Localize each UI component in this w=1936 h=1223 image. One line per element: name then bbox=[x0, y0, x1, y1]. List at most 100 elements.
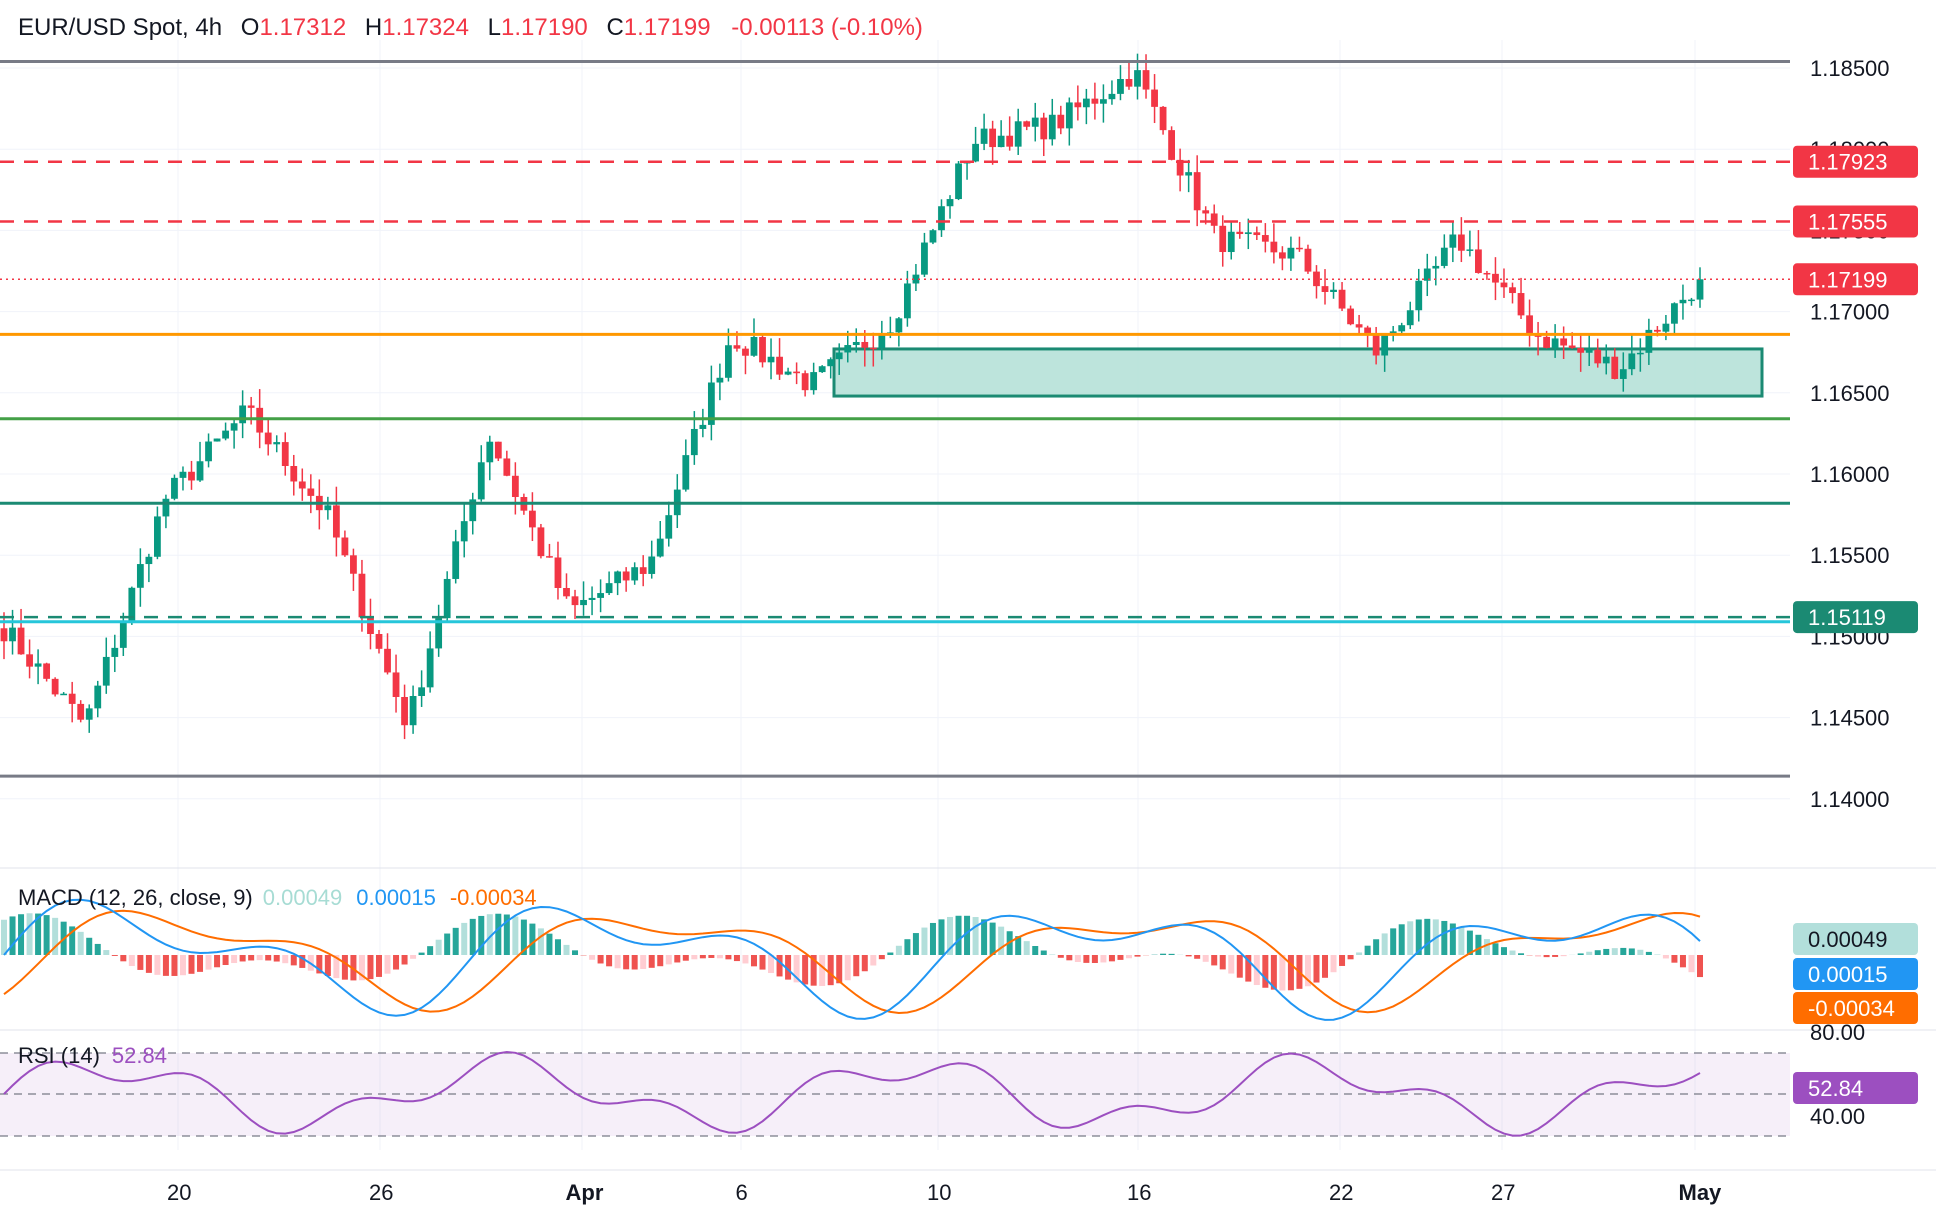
candle-body bbox=[1680, 300, 1687, 303]
candle-body bbox=[1270, 242, 1277, 253]
candle-body bbox=[938, 206, 945, 230]
candle-body bbox=[768, 357, 775, 363]
candle-body bbox=[1458, 235, 1465, 251]
macd-hist-bar bbox=[870, 955, 876, 965]
macd-line-value: 0.00015 bbox=[356, 885, 436, 910]
x-tick-label: Apr bbox=[566, 1180, 604, 1205]
candle-body bbox=[1347, 309, 1354, 325]
candle-body bbox=[86, 708, 93, 719]
x-tick-label: 27 bbox=[1491, 1180, 1515, 1205]
macd-hist-bar bbox=[163, 955, 169, 976]
x-tick-label: 22 bbox=[1329, 1180, 1353, 1205]
candle-body bbox=[989, 129, 996, 147]
macd-hist-bar bbox=[649, 955, 655, 968]
candle-body bbox=[751, 337, 758, 356]
macd-hist-bar bbox=[1595, 950, 1601, 955]
candle-body bbox=[1049, 115, 1056, 140]
candle-body bbox=[452, 541, 459, 579]
macd-tag-hist: 0.00049 bbox=[1808, 927, 1888, 952]
candle-body bbox=[77, 704, 84, 720]
candle-body bbox=[188, 472, 195, 481]
candle-body bbox=[810, 372, 817, 390]
macd-hist-bar bbox=[436, 940, 442, 955]
macd-hist-bar bbox=[1066, 955, 1072, 960]
macd-hist-bar bbox=[529, 924, 535, 955]
candle-body bbox=[154, 516, 161, 556]
macd-hist-bar bbox=[1535, 955, 1541, 957]
macd-hist-bar bbox=[896, 946, 902, 955]
macd-hist-bar bbox=[10, 916, 16, 955]
candle-body bbox=[1168, 130, 1175, 160]
macd-hist-bar bbox=[973, 917, 979, 955]
candle-body bbox=[1330, 290, 1337, 292]
candle-body bbox=[282, 442, 289, 466]
candle-body bbox=[120, 620, 127, 647]
candle-body bbox=[1117, 79, 1124, 94]
candle-body bbox=[461, 521, 468, 541]
macd-hist-bar bbox=[921, 928, 927, 955]
candle-body bbox=[563, 588, 570, 596]
y-tick-label: 1.17000 bbox=[1810, 300, 1890, 325]
macd-hist-bar bbox=[683, 955, 689, 961]
candle-body bbox=[239, 405, 246, 423]
x-tick-label: 20 bbox=[167, 1180, 191, 1205]
macd-hist-bar bbox=[538, 928, 544, 955]
candle-body bbox=[384, 649, 391, 673]
macd-hist-bar bbox=[1561, 955, 1567, 956]
price-tag-teal-dashed: 1.15119 bbox=[1808, 605, 1886, 630]
x-tick-label: 26 bbox=[369, 1180, 393, 1205]
macd-hist-bar bbox=[734, 955, 740, 961]
macd-hist-bar bbox=[44, 915, 50, 955]
candle-body bbox=[682, 455, 689, 489]
macd-hist-bar bbox=[1126, 955, 1132, 958]
candle-body bbox=[495, 442, 502, 459]
candle-body bbox=[478, 462, 485, 499]
macd-hist-bar bbox=[708, 955, 714, 958]
candle-body bbox=[1586, 350, 1593, 353]
macd-hist-bar bbox=[1109, 955, 1115, 961]
macd-hist-bar bbox=[103, 950, 109, 955]
candle-body bbox=[1654, 330, 1661, 332]
candle-body bbox=[623, 571, 630, 580]
candle-body bbox=[1006, 136, 1013, 147]
x-tick-label: 10 bbox=[927, 1180, 951, 1205]
macd-hist-bar bbox=[598, 955, 604, 963]
candle-body bbox=[486, 442, 493, 463]
symbol-title: EUR/USD Spot, 4h bbox=[18, 14, 222, 41]
candle-body bbox=[52, 679, 59, 695]
candle-body bbox=[606, 583, 613, 593]
macd-hist-bar bbox=[1578, 953, 1584, 955]
candle-body bbox=[273, 442, 280, 444]
price-tag-resistance-1: 1.17923 bbox=[1808, 150, 1888, 175]
macd-hist-bar bbox=[1399, 924, 1405, 955]
candle-body bbox=[393, 672, 400, 697]
macd-hist-bar bbox=[1688, 955, 1694, 972]
macd-hist-bar bbox=[470, 919, 476, 955]
macd-hist-bar bbox=[998, 927, 1004, 955]
candle-body bbox=[1381, 335, 1388, 355]
macd-hist-bar bbox=[1365, 946, 1371, 955]
macd-hist-bar bbox=[1586, 952, 1592, 955]
candle-body bbox=[1339, 290, 1346, 309]
candle-body bbox=[844, 345, 851, 352]
macd-hist-bar bbox=[214, 955, 220, 967]
y-tick-label: 1.16500 bbox=[1810, 381, 1890, 406]
rsi-title: RSI (14) bbox=[18, 1043, 100, 1068]
macd-hist-bar bbox=[1169, 954, 1175, 955]
x-tick-label: May bbox=[1679, 1180, 1723, 1205]
macd-hist-bar bbox=[512, 916, 518, 955]
macd-signal-value: -0.00034 bbox=[450, 885, 537, 910]
macd-hist-bar bbox=[1262, 955, 1268, 988]
macd-hist-bar bbox=[640, 955, 646, 969]
candle-body bbox=[1449, 235, 1456, 248]
macd-hist-bar bbox=[137, 955, 143, 970]
macd-hist-bar bbox=[180, 955, 186, 975]
macd-hist-bar bbox=[1697, 955, 1703, 977]
macd-hist-bar bbox=[206, 955, 212, 970]
candle-body bbox=[1543, 337, 1550, 348]
candle-body bbox=[572, 596, 579, 605]
candle-body bbox=[1620, 369, 1627, 379]
candle-body bbox=[137, 564, 144, 588]
candle-body bbox=[1279, 252, 1286, 258]
